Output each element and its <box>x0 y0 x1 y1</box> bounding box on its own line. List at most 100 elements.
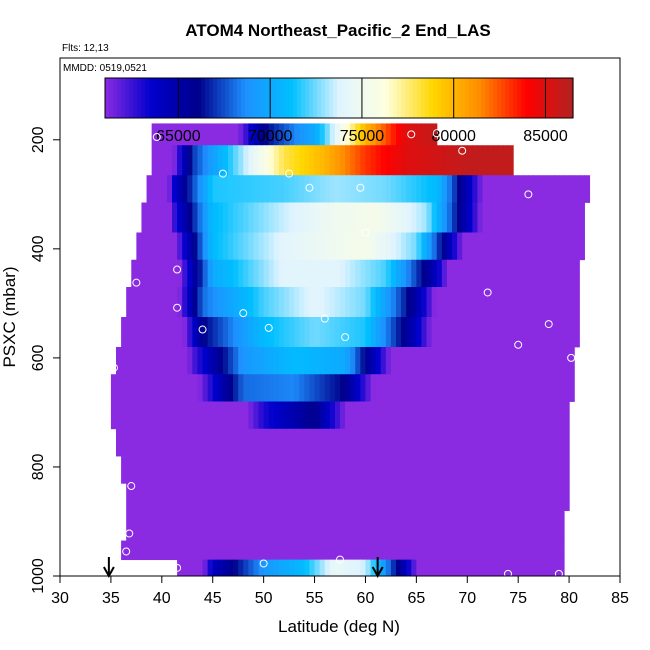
heat-cell <box>253 232 260 261</box>
colorbar-swatch <box>333 78 338 118</box>
heat-cell <box>146 232 153 261</box>
heat-cell <box>299 317 305 348</box>
heat-cell <box>263 145 270 176</box>
heat-cell <box>462 374 468 402</box>
heat-cell <box>172 483 178 511</box>
heat-cell <box>411 145 417 176</box>
heat-cell <box>513 232 519 261</box>
heat-cell <box>380 123 387 146</box>
heat-cell <box>192 175 199 203</box>
heat-cell <box>299 145 305 176</box>
sample-point <box>122 547 131 556</box>
heat-cell <box>299 559 305 577</box>
heat-cell <box>482 175 489 203</box>
colorbar-swatch <box>113 78 118 118</box>
heat-cell <box>172 428 178 457</box>
heat-cell <box>263 428 270 457</box>
heat-cell <box>355 456 361 484</box>
heat-cell <box>222 317 229 348</box>
heat-cell <box>579 202 585 233</box>
sample-point <box>458 146 467 155</box>
sample-point <box>407 130 416 139</box>
heat-cell <box>487 456 494 484</box>
heat-cell <box>278 175 285 203</box>
heat-cell <box>401 232 407 261</box>
heat-cell <box>436 483 443 511</box>
heat-cell <box>385 456 392 484</box>
heat-cell <box>513 559 519 577</box>
heat-cell <box>564 374 570 402</box>
heat-cell <box>268 232 275 261</box>
heat-cell <box>569 232 575 261</box>
heat-cell <box>238 510 244 541</box>
heat-cell <box>370 540 377 561</box>
heat-cell <box>222 123 229 146</box>
heat-cell <box>126 374 132 402</box>
heat-cell <box>416 540 423 561</box>
x-tick-label: 35 <box>102 590 120 607</box>
heat-cell <box>350 559 356 577</box>
heat-cell <box>436 559 443 577</box>
heat-cell <box>294 510 300 541</box>
colorbar-swatch <box>401 78 406 118</box>
heat-cell <box>406 346 412 375</box>
heat-cell <box>197 259 204 288</box>
heat-cell <box>207 259 214 288</box>
heat-cell <box>263 456 270 484</box>
heat-cell <box>136 317 143 348</box>
heat-cell <box>294 123 300 146</box>
heat-cell <box>146 428 153 457</box>
heat-cell <box>334 374 341 402</box>
heat-cell <box>340 145 346 176</box>
heat-cell <box>243 483 249 511</box>
heat-cell <box>334 175 341 203</box>
heat-cell <box>334 259 341 288</box>
heat-cell <box>533 175 540 203</box>
heat-cell <box>141 202 148 233</box>
heat-cell <box>131 510 137 541</box>
colorbar-swatch <box>361 78 366 118</box>
heat-cell <box>406 510 412 541</box>
heat-cell <box>421 483 428 511</box>
heat-cell <box>278 540 285 561</box>
heat-cell <box>141 374 148 402</box>
heat-cell <box>553 346 560 375</box>
heat-cell <box>538 510 545 541</box>
heat-cell <box>564 287 570 318</box>
heat-cell <box>406 145 412 176</box>
heat-cell <box>467 374 473 402</box>
heat-cell <box>548 202 555 233</box>
heat-cell <box>345 428 351 457</box>
heat-cell <box>110 401 117 430</box>
heat-cell <box>197 510 204 541</box>
heat-cell <box>472 202 479 233</box>
heat-cell <box>268 202 275 233</box>
heat-cell <box>487 346 494 375</box>
heat-cell <box>508 540 514 561</box>
colorbar-swatch <box>325 78 330 118</box>
heat-cell <box>472 232 479 261</box>
heat-cell <box>558 510 565 541</box>
heat-cell <box>233 540 239 561</box>
sample-point <box>432 129 441 138</box>
heat-cell <box>452 145 458 176</box>
heat-cell <box>477 540 484 561</box>
heat-cell <box>390 175 397 203</box>
colorbar-swatch <box>205 78 210 118</box>
heat-cell <box>396 346 402 375</box>
colorbar-swatch <box>541 78 546 118</box>
heat-cell <box>329 175 336 203</box>
heat-cell <box>477 374 484 402</box>
heat-cell <box>166 202 173 233</box>
heat-cell <box>385 346 392 375</box>
heat-cell <box>436 175 443 203</box>
heat-cell <box>238 456 244 484</box>
heat-cell <box>187 202 193 233</box>
colorbar-swatch <box>509 78 514 118</box>
colorbar-swatch <box>553 78 558 118</box>
heat-cell <box>467 456 473 484</box>
heat-cell <box>502 259 509 288</box>
heat-cell <box>462 510 468 541</box>
colorbar-swatch <box>105 78 110 118</box>
heat-cell <box>192 428 199 457</box>
